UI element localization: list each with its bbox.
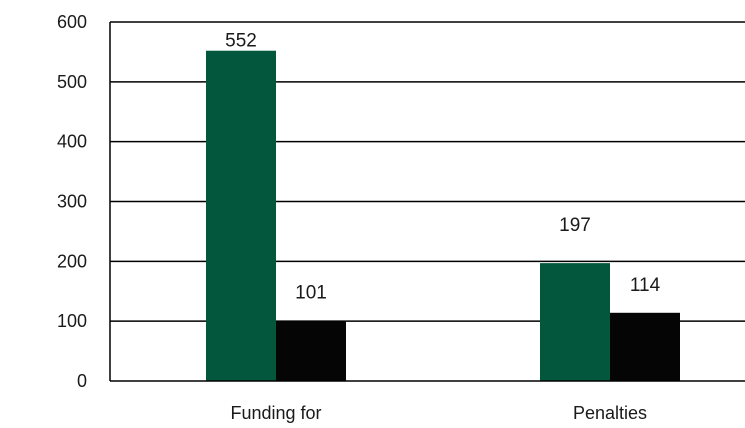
y-axis-tick-labels: 0 100 200 300 400 500 600 [57, 12, 87, 391]
y-tick-label: 200 [57, 251, 87, 271]
data-label: 552 [225, 31, 257, 52]
category-labels: Funding for Penalties [230, 403, 647, 423]
data-label: 114 [630, 275, 661, 296]
y-tick-label: 0 [77, 371, 87, 391]
bar [276, 320, 346, 381]
data-label: 197 [559, 215, 591, 236]
bar [540, 263, 610, 381]
y-tick-label: 400 [57, 132, 87, 152]
y-tick-label: 300 [57, 192, 87, 212]
data-labels: 552 101 197 114 [225, 31, 660, 304]
y-tick-label: 500 [57, 72, 87, 92]
category-label: Funding for [230, 403, 321, 423]
bar [610, 312, 680, 381]
y-tick-label: 600 [57, 12, 87, 32]
bars [206, 50, 680, 381]
bar [206, 50, 276, 381]
data-label: 101 [295, 283, 327, 304]
axes [109, 22, 745, 382]
y-tick-label: 100 [57, 311, 87, 331]
category-label: Penalties [573, 403, 647, 423]
